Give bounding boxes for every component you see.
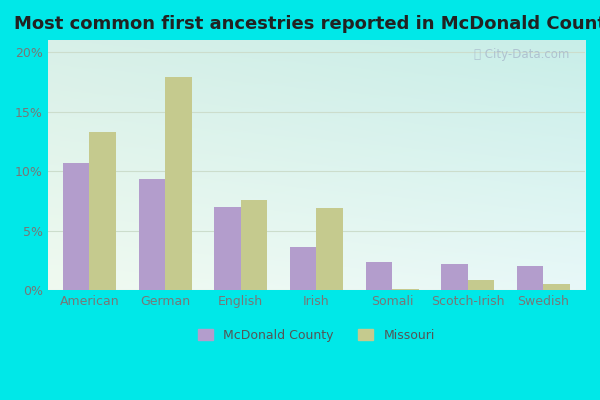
Bar <box>517 266 544 290</box>
Legend: McDonald County, Missouri: McDonald County, Missouri <box>193 324 440 346</box>
Bar <box>468 280 494 290</box>
Bar <box>89 132 116 290</box>
Bar <box>316 208 343 290</box>
Bar <box>365 262 392 290</box>
Title: Most common first ancestries reported in McDonald County: Most common first ancestries reported in… <box>14 15 600 33</box>
Bar <box>392 289 419 290</box>
Bar <box>544 284 570 290</box>
Bar <box>441 264 468 290</box>
Bar <box>165 77 191 290</box>
Bar <box>241 200 267 290</box>
Bar <box>214 207 241 290</box>
Text: ⓘ City-Data.com: ⓘ City-Data.com <box>473 48 569 61</box>
Bar <box>63 163 89 290</box>
Bar <box>290 247 316 290</box>
Bar <box>139 180 165 290</box>
